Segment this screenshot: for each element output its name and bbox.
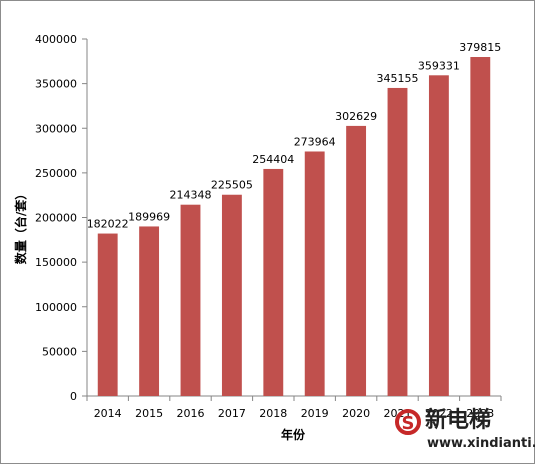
x-tick-label-2020: 2020	[342, 407, 370, 420]
x-tick-label-2015: 2015	[135, 407, 163, 420]
data-label-2020: 302629	[335, 110, 377, 123]
bar-2017	[221, 194, 242, 396]
bar-2022	[428, 75, 449, 396]
bar-2019	[304, 151, 325, 396]
y-tick-label: 100000	[35, 301, 77, 314]
data-label-2023: 379815	[459, 41, 501, 54]
x-axis-title: 年份	[281, 427, 306, 442]
y-tick-label: 0	[70, 390, 77, 403]
bar-2018	[263, 168, 284, 396]
watermark: S 新电梯 www.xindianti.cn	[395, 407, 535, 451]
data-label-2021: 345155	[377, 72, 419, 85]
y-tick-label: 350000	[35, 78, 77, 91]
data-label-2018: 254404	[252, 153, 294, 166]
data-label-2014: 182022	[87, 218, 129, 231]
y-tick-label: 50000	[42, 345, 77, 358]
y-tick-label: 150000	[35, 256, 77, 269]
x-tick-label-2017: 2017	[218, 407, 246, 420]
y-tick-label: 250000	[35, 167, 77, 180]
watermark-logo-letter: S	[402, 413, 415, 434]
x-tick-label-2018: 2018	[259, 407, 287, 420]
bar-2016	[180, 204, 201, 396]
y-axis: 0 50000 100000 150000 200000 250000 300000 3500…	[35, 33, 88, 403]
y-tick-label: 200000	[35, 212, 77, 225]
watermark-url: www.xindianti.cn	[427, 436, 535, 451]
watermark-brand: 新电梯	[425, 407, 491, 433]
bar-2020	[346, 125, 367, 396]
y-axis-title: 数量（台/套）	[13, 188, 28, 264]
x-tick-label-2022: 2022	[425, 407, 453, 420]
bar-series	[97, 57, 491, 397]
x-tick-label-2016: 2016	[177, 407, 205, 420]
y-tick-label: 300000	[35, 122, 77, 135]
data-label-2015: 189969	[128, 210, 170, 223]
x-tick-label-2014: 2014	[94, 407, 122, 420]
data-label-2022: 359331	[418, 59, 460, 72]
bar-2023	[470, 57, 491, 397]
bar-2014	[97, 233, 118, 396]
bar-2015	[139, 226, 160, 396]
data-label-2019: 273964	[294, 135, 336, 148]
watermark-logo-icon	[395, 409, 421, 435]
y-tick-label: 400000	[35, 33, 77, 46]
data-label-2016: 214348	[170, 189, 212, 202]
bar-2021	[387, 87, 408, 397]
x-tick-label-2019: 2019	[301, 407, 329, 420]
data-label-2017: 225505	[211, 179, 253, 192]
x-tick-label-2023: 2023	[466, 407, 494, 420]
